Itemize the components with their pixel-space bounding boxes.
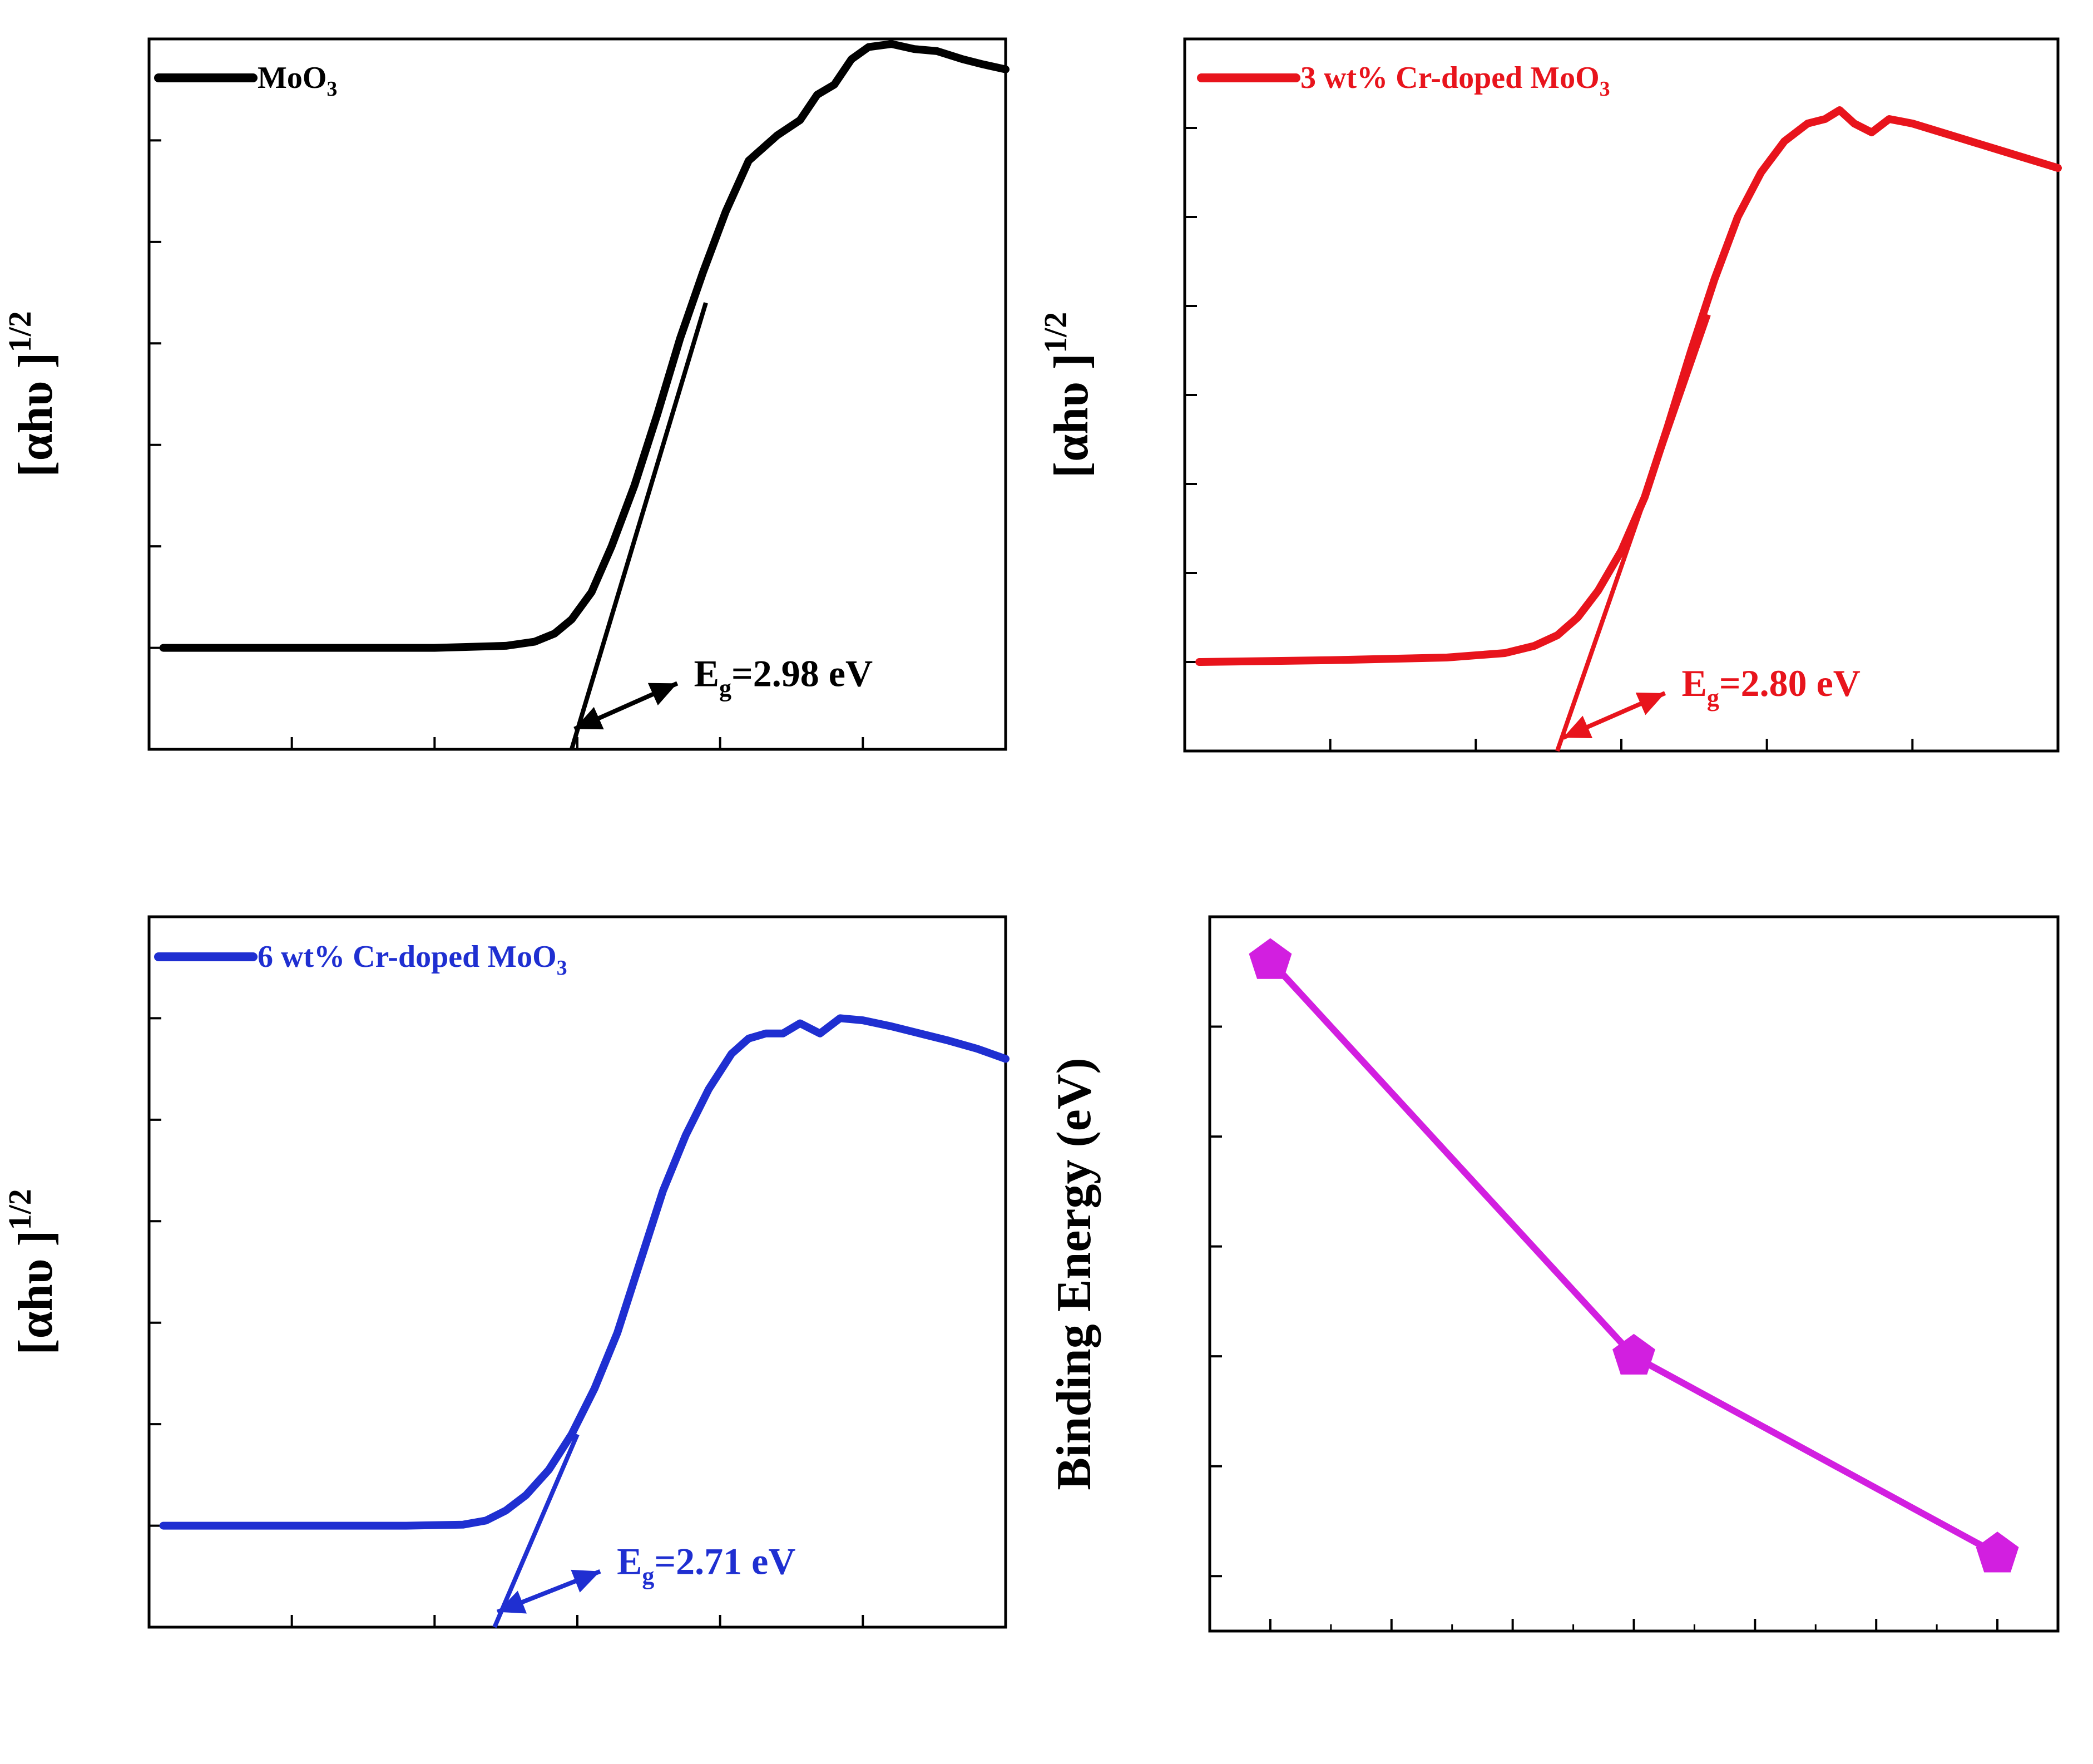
legend-label-text: 6 wt% Cr-doped MoO — [258, 940, 557, 974]
arrow-head-icon — [647, 683, 677, 706]
y-axis-label-text: [αhυ ] — [1045, 353, 1099, 478]
arrow-head-icon — [1635, 693, 1665, 715]
plot-frame — [1208, 915, 2060, 1633]
y-axis-label: [αhυ ]1/2 — [2, 311, 63, 477]
legend-label: 3 wt% Cr-doped MoO3 — [1300, 61, 1610, 101]
series-line — [1195, 106, 2062, 666]
arrow-head-icon — [1563, 715, 1593, 738]
y-axis-label: [αhυ ]1/2 — [1037, 312, 1099, 478]
bandgap-annotation-sub: g — [1707, 684, 1719, 711]
plot-frame — [1183, 37, 2060, 753]
arrow-head-icon — [497, 1590, 527, 1614]
bandgap-annotation-main: E — [617, 1540, 642, 1583]
y-axis-label-text: [αhυ ] — [9, 352, 63, 477]
plot-frame — [147, 37, 1007, 751]
arrow-head-icon — [574, 706, 604, 730]
legend-label: 6 wt% Cr-doped MoO3 — [258, 940, 567, 980]
arrow-head-icon — [571, 1569, 601, 1593]
bandgap-annotation-sub: g — [719, 674, 731, 701]
panel-a: [αhυ ]1/2 MoO3 Eg=2.98 eV — [2, 37, 1010, 751]
y-axis-label-text: [αhυ ] — [9, 1230, 63, 1355]
bandgap-annotation-value: =2.71 eV — [654, 1540, 795, 1583]
bandgap-annotation: Eg=2.71 eV — [617, 1540, 795, 1590]
series-line — [159, 40, 1010, 652]
legend-label-sub: 3 — [557, 956, 567, 980]
bandgap-annotation: Eg=2.80 eV — [1682, 662, 1861, 711]
y-axis-label: Binding Energy (eV) — [1047, 1058, 1101, 1490]
tangent-line — [569, 302, 708, 750]
series-line — [159, 1014, 1010, 1530]
legend-label-text: MoO — [258, 61, 326, 95]
legend-label-sub: 3 — [326, 77, 337, 101]
data-point-marker — [1976, 1531, 2019, 1573]
y-axis-label: [αhυ ]1/2 — [2, 1189, 63, 1355]
bandgap-annotation-value: =2.98 eV — [731, 652, 873, 694]
legend-label: MoO3 — [258, 61, 337, 101]
bandgap-annotation-value: =2.80 eV — [1719, 662, 1861, 704]
data-point-marker — [1249, 938, 1292, 979]
panel-d: Binding Energy (eV) — [1047, 915, 2060, 1633]
bandgap-annotation-main: E — [694, 652, 719, 694]
bandgap-annotation-main: E — [1682, 662, 1707, 704]
legend-label-text: 3 wt% Cr-doped MoO — [1300, 61, 1600, 95]
panel-c: [αhυ ]1/2 6 wt% Cr-doped MoO3 Eg=2.71 eV — [2, 915, 1010, 1629]
series-line — [1266, 957, 2001, 1558]
panel-b: [αhυ ]1/2 3 wt% Cr-doped MoO3 Eg=2.80 eV — [1037, 37, 2062, 753]
tangent-line — [1555, 314, 1711, 752]
y-axis-label-sup: 1/2 — [2, 311, 38, 352]
y-axis-label-text: Binding Energy (eV) — [1047, 1058, 1101, 1490]
legend-label-sub: 3 — [1600, 77, 1610, 101]
data-point-marker — [1612, 1333, 1655, 1375]
tangent-line — [492, 1433, 580, 1628]
y-axis-label-sup: 1/2 — [2, 1189, 38, 1230]
bandgap-annotation: Eg=2.98 eV — [694, 652, 873, 701]
y-axis-label-sup: 1/2 — [1037, 312, 1073, 353]
bandgap-annotation-sub: g — [642, 1563, 654, 1590]
